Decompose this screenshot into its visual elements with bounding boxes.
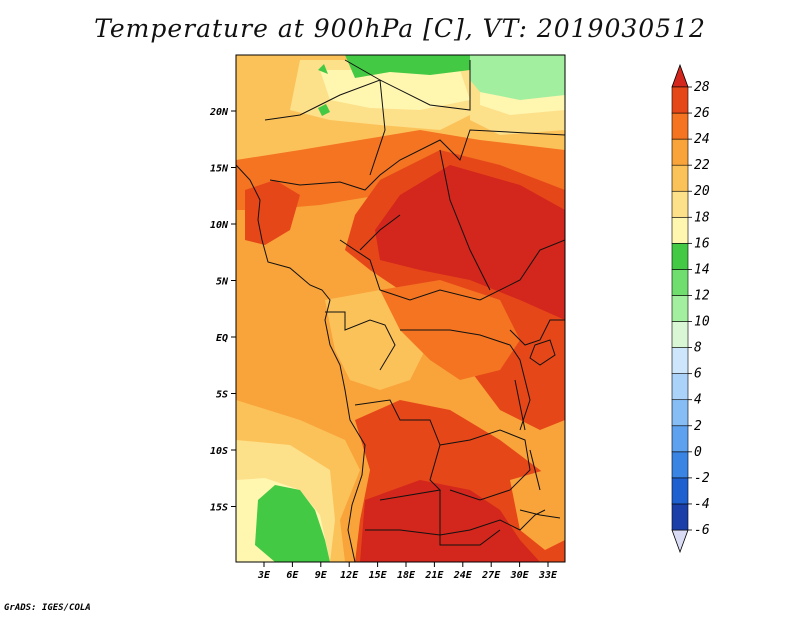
colorbar-label: 0 [694, 445, 702, 460]
colorbar-label: 16 [694, 236, 710, 251]
border-namibia [365, 509, 546, 536]
colorbar-label: 4 [694, 393, 702, 408]
colorbar-label: 12 [694, 288, 710, 303]
border-east [509, 319, 565, 346]
temperature-field [236, 55, 565, 562]
colorbar-label: 26 [694, 106, 710, 121]
south-hot-max [360, 480, 540, 562]
lon-tick-label: 21E [424, 570, 444, 581]
coastline [236, 164, 366, 562]
lon-tick-label: 15E [369, 570, 388, 581]
colorbar-label: 14 [694, 262, 710, 277]
colorbar-over-arrow [671, 63, 689, 88]
colorbar-under-arrow [671, 529, 689, 554]
lon-tick-label: 3E [257, 570, 271, 581]
colorbar-label: 2 [694, 419, 702, 434]
colorbar-segment [671, 190, 689, 218]
border-mozambique [519, 509, 561, 519]
map-frame [235, 54, 566, 563]
colorbar-label: 20 [694, 184, 710, 199]
colorbar-label: 18 [694, 210, 710, 225]
colorbar-label: -4 [694, 497, 710, 512]
credit-label: GrADS: IGES/COLA [4, 603, 91, 613]
border-central-3 [359, 214, 401, 251]
green-patch-sw [255, 485, 330, 562]
lat-tick-label: 5S [216, 390, 228, 401]
sahara-paler [320, 70, 470, 110]
lake-tanganyika [514, 379, 526, 431]
lon-tick-label: 33E [538, 570, 558, 581]
lake-victoria [529, 339, 556, 366]
lon-tick-label: 9E [315, 570, 328, 581]
lon-tick-label: 18E [397, 570, 416, 581]
lake-malawi [529, 449, 541, 491]
map-title: Temperature at 900hPa [C], VT: 201903051… [94, 14, 706, 43]
longitude-axis: 3E 6E 9E 12E 15E 18E 21E 24E 27E 30E 33E [257, 562, 558, 581]
colorbar-label: 8 [694, 341, 702, 356]
colorbar-segment [671, 86, 689, 114]
lon-tick-label: 24E [453, 570, 473, 581]
border-central-2 [439, 149, 491, 291]
lon-tick-label: 12E [340, 570, 359, 581]
border-zambia [439, 429, 531, 501]
lon-tick-label: 27E [481, 570, 501, 581]
lat-tick-label: 5N [216, 277, 229, 288]
colorbar-segment [671, 373, 689, 401]
green-dot [318, 104, 330, 116]
colorbar-label: 10 [694, 315, 710, 330]
lon-tick-label: 6E [286, 570, 299, 581]
colorbar-label: -2 [694, 471, 710, 486]
colorbar-label: 24 [694, 132, 710, 147]
border-drc [400, 329, 531, 431]
lat-tick-label: 15S [210, 503, 228, 514]
colorbar-segment [671, 295, 689, 322]
colorbar-segment [671, 138, 689, 166]
colorbar-segment [671, 321, 689, 348]
lat-tick-label: 10N [210, 220, 229, 231]
lon-tick-label: 30E [510, 570, 530, 581]
west-africa-hot [245, 180, 300, 245]
border-sahel [269, 129, 565, 191]
border-sahara-2 [344, 59, 386, 176]
latitude-axis: 20N 15N 10N 5N EQ 5S 10S 15S [209, 107, 236, 514]
lat-tick-label: 10S [210, 446, 228, 457]
colorbar-segment [671, 425, 689, 453]
border-botswana [439, 490, 501, 546]
colorbar-label: 6 [694, 367, 702, 382]
border-angola [354, 399, 442, 501]
colorbar-segment [671, 477, 689, 505]
border-central-1 [339, 239, 565, 301]
lat-tick-label: EQ [216, 333, 228, 344]
colorbar-label: -6 [694, 523, 710, 538]
colorbar-segment [671, 399, 689, 427]
country-borders [236, 59, 565, 562]
colorbar-label: 28 [694, 80, 710, 95]
colorbar-segment [671, 347, 689, 374]
colorbar-segment [671, 451, 689, 479]
colorbar-segment [671, 164, 689, 192]
colorbar-segment [671, 503, 689, 531]
border-gabon [325, 311, 396, 371]
colorbar-label: 22 [694, 158, 710, 173]
colorbar-segment [671, 112, 689, 140]
lat-tick-label: 20N [209, 107, 229, 118]
green-top-middle [345, 55, 470, 78]
lat-tick-label: 15N [210, 164, 229, 175]
colorbar-segment [671, 243, 689, 270]
green-top-right [470, 55, 565, 100]
colorbar-segment [671, 269, 689, 296]
east-coast-orange [510, 470, 565, 550]
colorbar-segment [671, 216, 689, 244]
green-dot-2 [318, 64, 328, 74]
